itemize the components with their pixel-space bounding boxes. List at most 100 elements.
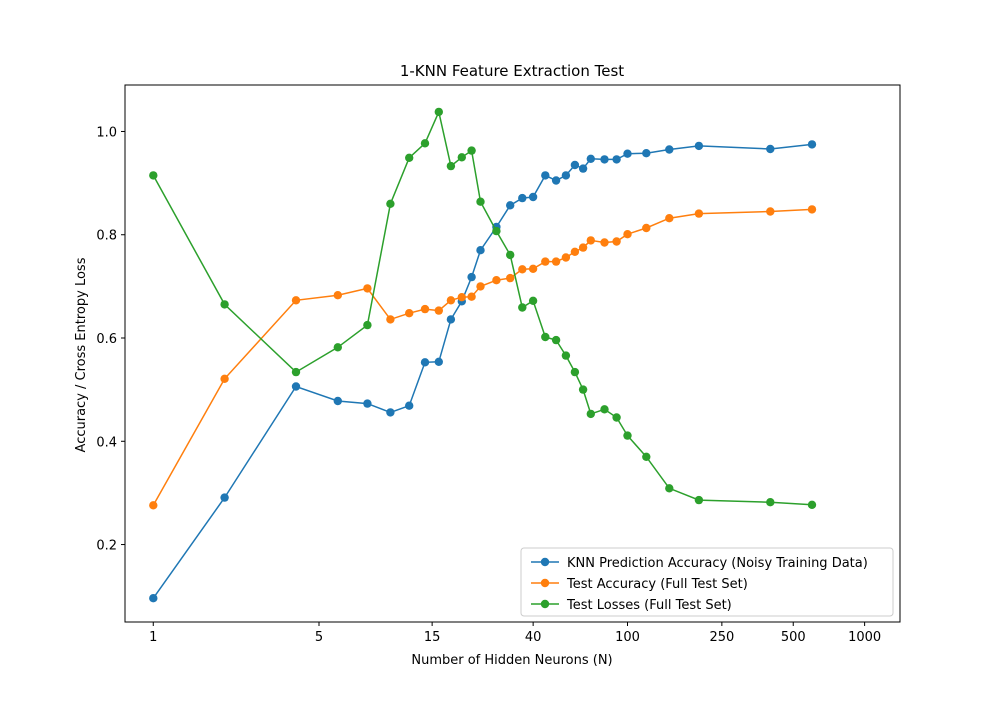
- data-point: [149, 501, 158, 510]
- data-point: [561, 253, 571, 262]
- data-point: [518, 193, 527, 203]
- data-point: [612, 413, 621, 422]
- y-tick-label: 0.6: [96, 332, 117, 347]
- data-point: [586, 154, 595, 163]
- x-tick-label: 1000: [848, 630, 881, 645]
- data-point: [291, 382, 301, 391]
- data-point: [766, 207, 775, 216]
- data-point: [694, 141, 704, 151]
- data-point: [551, 176, 561, 185]
- legend-label: KNN Prediction Accuracy (Noisy Training …: [567, 556, 868, 571]
- data-point: [434, 357, 443, 366]
- data-point: [570, 247, 580, 256]
- series-1: [149, 140, 817, 603]
- data-point: [220, 300, 229, 309]
- data-point: [541, 257, 550, 266]
- data-point: [333, 291, 342, 300]
- data-point: [518, 303, 527, 312]
- data-point: [766, 498, 775, 507]
- data-point: [333, 396, 342, 406]
- y-tick-label: 0.8: [96, 229, 117, 244]
- data-point: [492, 226, 501, 236]
- data-point: [807, 140, 817, 149]
- data-point: [405, 153, 414, 162]
- data-point: [561, 171, 571, 180]
- data-point: [420, 358, 430, 367]
- y-tick-label: 0.2: [96, 539, 117, 554]
- data-point: [386, 408, 395, 417]
- data-point: [578, 385, 588, 394]
- data-point: [363, 399, 372, 408]
- data-point: [492, 276, 501, 285]
- x-axis-label: Number of Hidden Neurons (N): [411, 653, 612, 668]
- data-point: [446, 315, 456, 324]
- legend-box: [520, 547, 894, 617]
- y-tick-label: 1.0: [96, 125, 117, 140]
- data-point: [518, 265, 527, 274]
- data-point: [457, 153, 466, 162]
- data-point: [807, 500, 817, 509]
- x-tick-label: 40: [525, 630, 542, 645]
- data-point: [420, 139, 430, 148]
- data-point: [528, 264, 538, 273]
- data-point: [363, 284, 372, 293]
- data-point: [434, 107, 443, 117]
- legend-label: Test Losses (Full Test Set): [566, 598, 732, 613]
- data-point: [586, 236, 595, 245]
- data-point: [766, 144, 775, 154]
- data-point: [600, 405, 609, 414]
- data-point: [386, 199, 395, 208]
- data-point: [457, 293, 466, 302]
- data-point: [642, 149, 651, 158]
- legend-label: Test Accuracy (Full Test Set): [566, 577, 748, 592]
- data-point: [467, 272, 476, 282]
- data-point: [600, 238, 609, 247]
- data-point: [665, 484, 674, 493]
- series-2: [149, 205, 817, 510]
- legend-marker: [540, 578, 550, 588]
- series-3: [149, 107, 817, 509]
- data-point: [405, 309, 414, 318]
- data-point: [149, 594, 158, 603]
- x-tick-label: 100: [615, 630, 640, 645]
- data-point: [570, 367, 580, 377]
- x-tick-label: 5: [315, 630, 323, 645]
- data-point: [612, 237, 621, 246]
- data-point: [586, 409, 595, 419]
- data-point: [551, 257, 561, 266]
- legend: KNN Prediction Accuracy (Noisy Training …: [520, 547, 894, 617]
- plot-area-frame: [124, 84, 901, 623]
- data-point: [506, 273, 515, 283]
- data-point: [541, 171, 550, 180]
- series-layer: [149, 107, 817, 603]
- data-point: [623, 149, 632, 158]
- data-point: [642, 452, 651, 461]
- data-point: [446, 161, 456, 171]
- data-point: [541, 332, 550, 342]
- data-point: [405, 401, 414, 410]
- data-point: [642, 223, 651, 233]
- data-point: [506, 201, 515, 210]
- data-point: [333, 343, 342, 352]
- x-tick-label: 1: [149, 630, 157, 645]
- data-point: [528, 296, 538, 305]
- data-point: [220, 374, 229, 383]
- x-tick-label: 15: [424, 630, 441, 645]
- chart-title: 1-KNN Feature Extraction Test: [400, 62, 624, 80]
- data-point: [623, 431, 632, 440]
- legend-marker: [540, 599, 550, 609]
- data-point: [578, 243, 588, 252]
- data-point: [528, 192, 538, 202]
- data-point: [476, 246, 485, 255]
- data-point: [570, 160, 580, 170]
- data-point: [665, 214, 674, 223]
- data-point: [807, 205, 817, 214]
- data-point: [506, 250, 515, 260]
- y-tick-label: 0.4: [96, 435, 117, 450]
- data-point: [476, 197, 485, 206]
- data-point: [694, 495, 704, 505]
- data-point: [476, 282, 485, 291]
- x-tick-label: 500: [781, 630, 806, 645]
- y-axis-label: Accuracy / Cross Entropy Loss: [74, 257, 89, 452]
